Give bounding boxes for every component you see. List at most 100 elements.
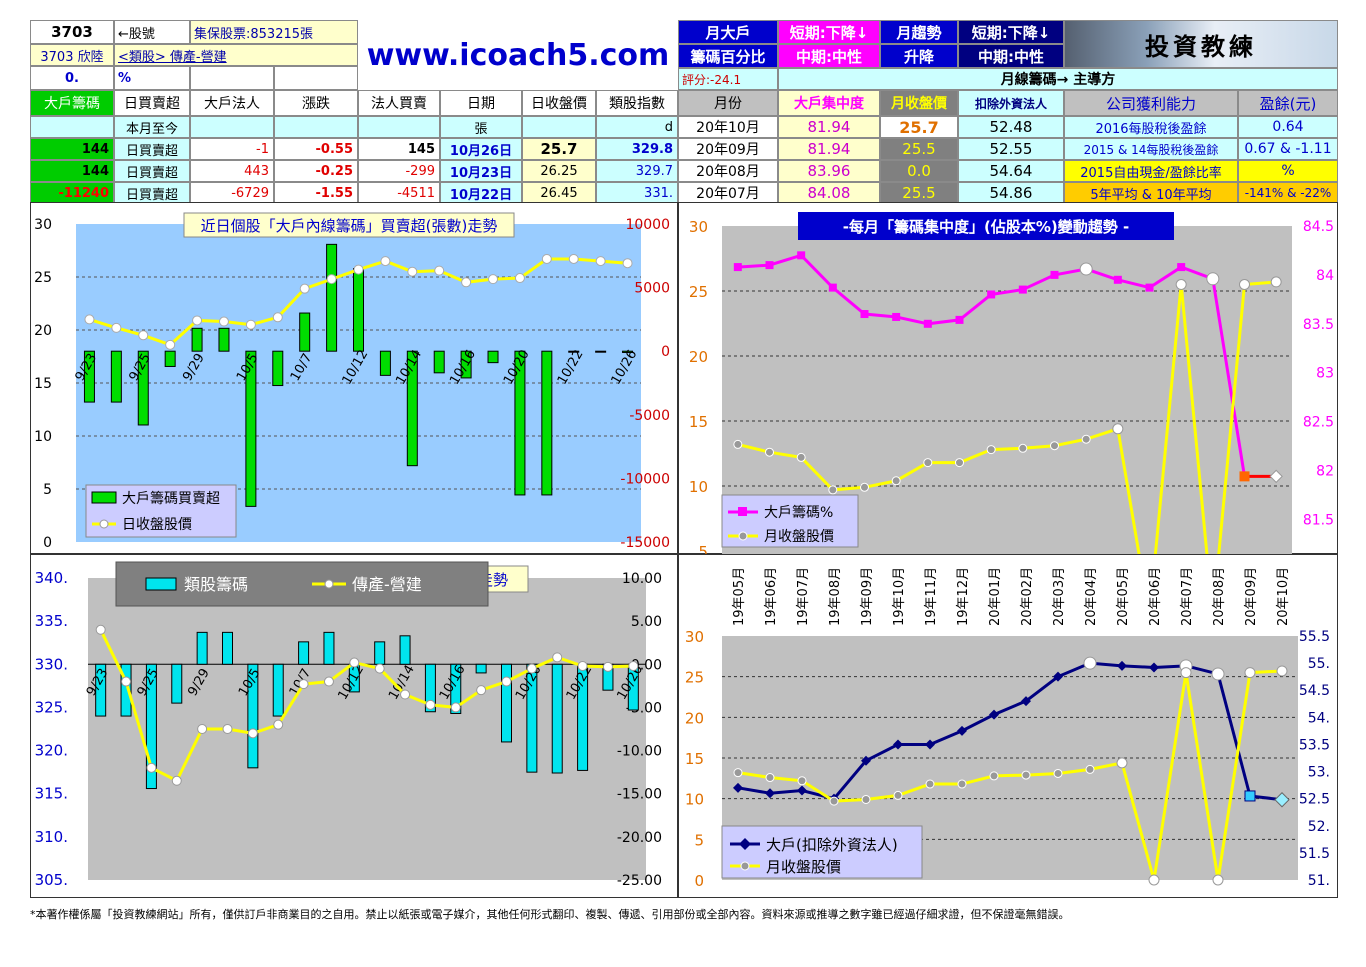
legend-navy-name: 大戶(扣除外資法人) — [766, 836, 898, 854]
left-tick-label: 30 — [34, 217, 52, 233]
left-table-cell: 25.7 — [522, 138, 596, 160]
logo-banner: 投資教練 — [1064, 20, 1338, 68]
legend-index-swatch — [324, 579, 334, 589]
price-point-10/8 — [326, 274, 337, 285]
x-tick-label: 19年09月 — [860, 567, 875, 626]
right-tick-label: 84 — [1316, 268, 1334, 284]
left-tick-label: 15 — [685, 750, 704, 768]
left-table-cell: -0.55 — [274, 138, 358, 160]
x-tick-label: 19年08月 — [828, 567, 843, 626]
bar-10/8 — [326, 243, 338, 352]
sector-bar — [196, 631, 208, 665]
x-tick-label: 20年10月 — [1276, 567, 1291, 626]
right-table-cell: 20年07月 — [678, 182, 778, 204]
sector-index-point — [374, 663, 385, 674]
month-price-point — [1081, 434, 1091, 444]
price-point-10/16 — [461, 277, 472, 288]
left-tick-label: 5 — [43, 482, 52, 498]
stock-code: 3703 — [30, 20, 114, 44]
price-point-10/19 — [488, 274, 499, 285]
concentration-point — [1018, 285, 1027, 294]
right-tick-label: -15.00 — [617, 787, 662, 803]
right-tick-label: 54. — [1308, 710, 1330, 726]
right-tick-label: 54.5 — [1299, 683, 1330, 699]
month-price-point — [860, 482, 869, 492]
left-table-cell: 144 — [30, 160, 114, 182]
month-price-point — [1239, 279, 1250, 290]
sector-bar — [247, 663, 259, 769]
right-table-cell: 2015 & 14每股稅後盈餘 — [1064, 138, 1238, 160]
legend-cyan-name: 類股籌碼 — [184, 575, 248, 594]
month-price-point — [957, 779, 967, 789]
right-table-cell: 0.0 — [880, 160, 958, 182]
left-table-cell: -0.25 — [274, 160, 358, 182]
price-point-10/15 — [434, 265, 445, 276]
holder-point — [1117, 660, 1127, 671]
left-tick-label: 25 — [685, 669, 704, 687]
th-month: 月份 — [678, 90, 778, 116]
right-tick-label: 82.5 — [1303, 415, 1334, 431]
x-tick-label: 19年12月 — [956, 567, 971, 626]
concentration-point — [923, 319, 932, 328]
right-table-cell: -141% & -22% — [1238, 182, 1338, 204]
holder-point — [1083, 656, 1097, 670]
left-tick-label: 0 — [43, 535, 52, 551]
left-tick-label: 340. — [35, 569, 68, 587]
th-daily-net: 日買賣超 — [114, 90, 190, 116]
bar-10/20 — [514, 350, 526, 496]
legend-index-name: 傳產-營建 — [352, 575, 422, 594]
month-price-line — [737, 280, 1277, 554]
left-tick-label: 0 — [694, 872, 704, 890]
concentration-point — [733, 263, 742, 272]
holder-point — [893, 739, 903, 750]
concentration-point — [1145, 283, 1154, 292]
x-tick-label: 19年07月 — [796, 567, 811, 626]
right-tick-label: 83.5 — [1303, 317, 1334, 333]
left-tick-label: 305. — [35, 871, 68, 889]
short-term-1: 短期:下降↓ — [778, 20, 880, 44]
price-point-10/23 — [595, 256, 606, 267]
month-price-point — [955, 458, 964, 468]
sector-index-point — [552, 652, 563, 663]
right-table-cell: 2016每股稅後盈餘 — [1064, 116, 1238, 138]
right-tick-label: 82 — [1316, 464, 1334, 480]
left-table-cell: -1 — [190, 138, 274, 160]
cell — [274, 116, 358, 138]
holder-point — [957, 725, 967, 736]
sector-link[interactable]: <類股> 傳產-營建 — [114, 44, 358, 66]
left-tick-label: 335. — [35, 612, 68, 630]
price-point-10/5 — [245, 319, 256, 330]
th-big-chips: 大戶籌碼 — [30, 90, 114, 116]
right-tick-label: 5000 — [634, 281, 670, 297]
month-price-point — [796, 452, 806, 462]
left-table-cell: 10月26日 — [440, 138, 522, 160]
left-table-cell: 10月23日 — [440, 160, 522, 182]
left-tick-label: 325. — [35, 698, 68, 716]
right-table-cell: % — [1238, 160, 1338, 182]
month-price-point — [925, 779, 935, 789]
cell — [358, 116, 440, 138]
right-tick-label: -20.00 — [617, 830, 662, 846]
month-price-point — [986, 445, 996, 455]
price-point-9/28 — [165, 339, 176, 350]
left-tick-label: 10 — [689, 478, 708, 496]
sector-bar — [424, 663, 436, 713]
holder-point — [1274, 792, 1290, 808]
th-ex-foreign: 扣除外資法人 — [958, 90, 1064, 116]
chart-big-holder-ex-foreign: 19年05月 19年06月 19年07月 19年08月 19年09月 19年10月 19年1… — [678, 554, 1338, 898]
bar-10/21 — [541, 350, 553, 496]
x-tick-label: 20年03月 — [1052, 567, 1067, 626]
concentration-point — [1050, 270, 1059, 279]
concentration-point — [1177, 263, 1186, 272]
left-table-cell: -4511 — [358, 182, 440, 204]
mid-term-2: 中期:中性 — [958, 44, 1064, 68]
legend-price-swatch — [740, 861, 750, 871]
concentration-point — [955, 315, 964, 324]
price-point-10/12 — [353, 264, 364, 275]
right-table-cell: 20年10月 — [678, 116, 778, 138]
sector-bar — [145, 663, 157, 790]
sector-index-line — [99, 629, 634, 783]
holder-point — [1053, 671, 1063, 682]
site-url[interactable]: www.icoach5.com — [366, 37, 670, 73]
sector-index-point — [602, 661, 613, 672]
